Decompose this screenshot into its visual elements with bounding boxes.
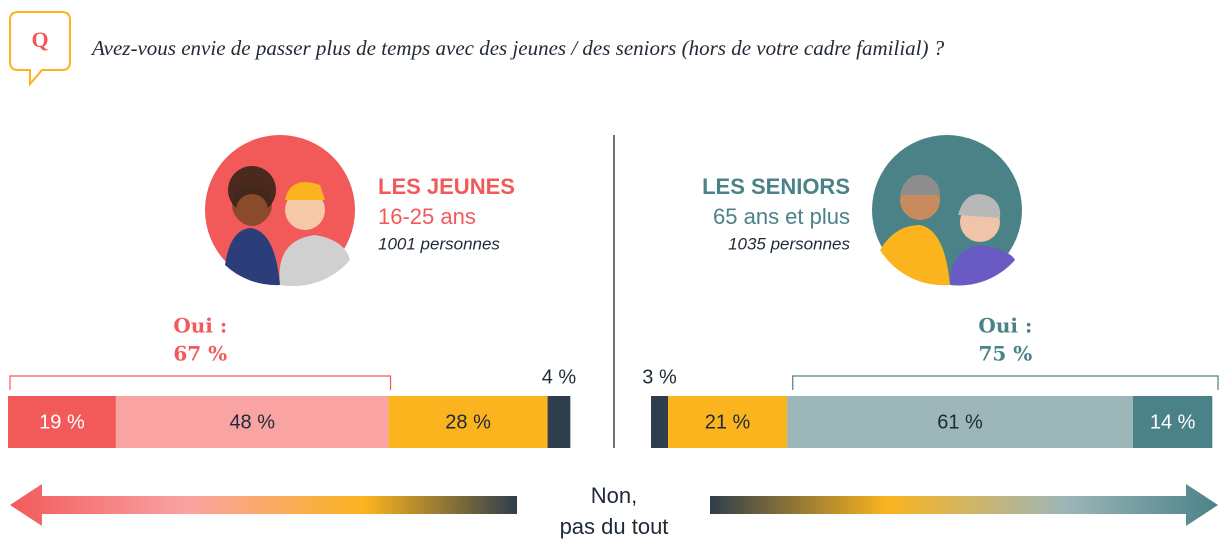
- group-note: 1001 personnes: [378, 234, 500, 253]
- yes-bracket: [793, 376, 1218, 390]
- value-label: 48 %: [229, 411, 275, 433]
- value-label: 28 %: [445, 411, 491, 433]
- footer-line: Non,: [591, 483, 637, 508]
- yes-value-label: 75 %: [978, 342, 1032, 366]
- infographic: Q Avez-vous envie de passer plus de temp…: [0, 0, 1223, 541]
- bar-segment: [548, 396, 571, 448]
- value-label: 3 %: [642, 366, 677, 388]
- value-label: 4 %: [542, 366, 577, 388]
- group-subtitle: 65 ans et plus: [713, 204, 850, 229]
- group-subtitle: 16-25 ans: [378, 204, 476, 229]
- question: Avez-vous envie de passer plus de temps …: [90, 36, 945, 60]
- bar-segment: [651, 396, 668, 448]
- illustration-young: [205, 135, 355, 286]
- group-note: 1035 personnes: [728, 234, 850, 253]
- arrow-left: [10, 484, 517, 526]
- group-title: LES JEUNES: [378, 174, 515, 199]
- yes-label: Oui :: [173, 314, 227, 338]
- arrow-right: [710, 484, 1218, 526]
- footer-line: pas du tout: [560, 514, 669, 539]
- value-label: 61 %: [937, 411, 983, 433]
- yes-value-label: 67 %: [173, 342, 227, 366]
- badge: Q: [31, 27, 48, 52]
- value-label: 21 %: [705, 411, 751, 433]
- value-label: 14 %: [1150, 411, 1196, 433]
- value-label: 19 %: [39, 411, 85, 433]
- group-title: LES SENIORS: [702, 174, 850, 199]
- yes-label: Oui :: [978, 314, 1032, 338]
- illustration-seniors: [872, 135, 1022, 286]
- page: Q Avez-vous envie de passer plus de temp…: [0, 0, 1223, 541]
- yes-bracket: [10, 376, 391, 390]
